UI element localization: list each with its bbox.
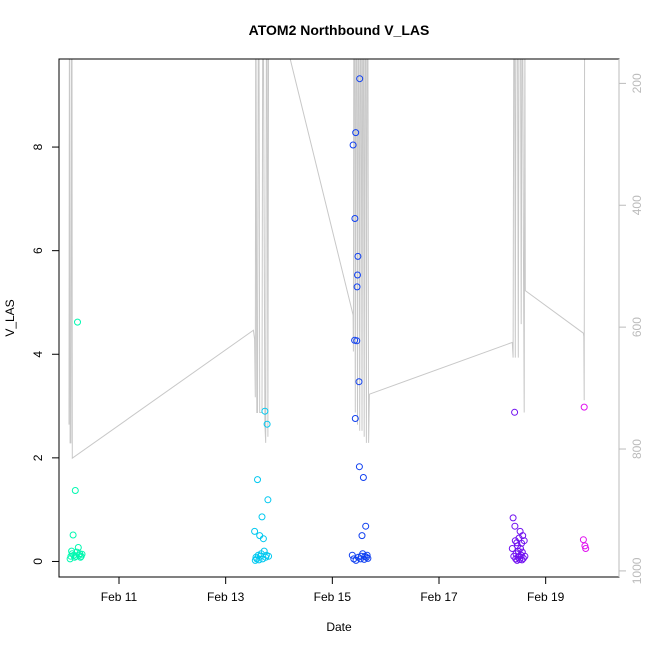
data-point <box>519 554 527 562</box>
data-point <box>260 547 268 555</box>
data-point <box>251 527 259 535</box>
axes-layer: Feb 11 Feb 13 Feb 15 Feb 17 Feb 19 0 2 4 6 8 200 40… <box>31 58 644 604</box>
data-point <box>263 420 271 428</box>
y-tick-label: 0 <box>31 558 45 565</box>
data-point <box>356 75 364 83</box>
data-point <box>359 474 367 481</box>
data-point <box>264 496 272 504</box>
data-point <box>348 551 356 559</box>
data-point <box>261 407 269 415</box>
data-point <box>354 252 362 260</box>
data-point <box>74 318 81 326</box>
data-point <box>354 553 362 561</box>
x-tick-label: Feb 11 <box>101 590 138 604</box>
data-point <box>258 513 266 521</box>
chart-title: ATOM2 Northbound V_LAS <box>249 22 430 38</box>
data-point <box>355 378 363 386</box>
data-point <box>351 215 359 222</box>
data-point <box>69 531 77 539</box>
data-point <box>259 535 267 543</box>
data-points-layer <box>66 75 590 564</box>
data-point <box>511 408 519 416</box>
data-point <box>520 537 528 545</box>
data-point <box>364 554 372 562</box>
data-point <box>71 487 79 494</box>
data-point <box>251 556 259 564</box>
data-point <box>509 514 517 522</box>
data-point <box>353 283 361 291</box>
data-point <box>363 551 371 559</box>
x-tick-label: Feb 13 <box>207 590 245 604</box>
altitude-trace-layer <box>68 59 586 460</box>
data-point <box>265 552 273 560</box>
x-axis-label: Date <box>326 620 352 634</box>
y-tick-label: 8 <box>31 143 45 150</box>
data-point <box>349 141 357 149</box>
data-point <box>582 545 590 552</box>
right-tick-label: 600 <box>630 317 644 337</box>
data-point <box>352 129 360 137</box>
data-point <box>580 403 588 411</box>
data-point <box>519 532 527 540</box>
data-point <box>511 522 519 530</box>
data-point <box>579 536 587 544</box>
data-point <box>78 550 86 558</box>
x-tick-label: Feb 15 <box>314 590 352 604</box>
x-tick-label: Feb 19 <box>527 590 565 604</box>
y-axis-label: V_LAS <box>3 299 17 336</box>
right-tick-label: 400 <box>630 195 644 215</box>
plot-frame <box>58 58 620 578</box>
right-tick-label: 200 <box>630 73 644 93</box>
right-tick-label: 800 <box>630 439 644 459</box>
x-tick-label: Feb 17 <box>420 590 458 604</box>
altitude-trace-line <box>68 59 586 460</box>
data-point <box>362 522 370 530</box>
y-tick-label: 6 <box>31 247 45 254</box>
data-point <box>517 545 524 552</box>
data-point <box>521 552 529 560</box>
data-point <box>351 415 359 422</box>
data-point <box>355 463 363 471</box>
data-point <box>358 532 366 540</box>
data-point <box>254 476 261 484</box>
data-point <box>354 271 361 279</box>
right-tick-label: 1000 <box>630 557 644 584</box>
data-point <box>255 556 263 564</box>
data-point <box>353 337 361 345</box>
y-tick-label: 4 <box>31 351 45 358</box>
y-tick-label: 2 <box>31 454 45 461</box>
